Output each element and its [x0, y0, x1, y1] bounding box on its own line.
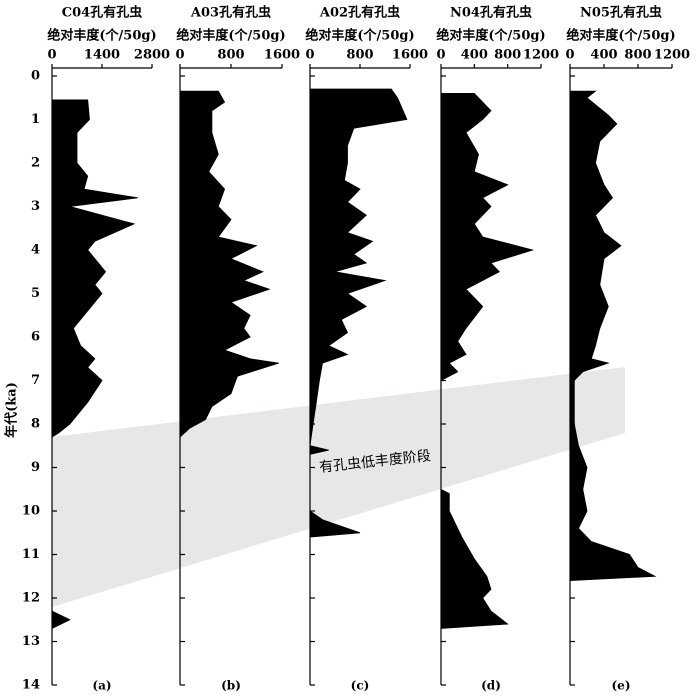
panel-title: A02孔有孔虫 [319, 5, 400, 21]
y-tick-label: 10 [22, 504, 40, 519]
x-tick-label: 800 [217, 48, 244, 63]
abundance-area [309, 88, 408, 538]
panel-title: N04孔有孔虫 [450, 5, 532, 21]
x-axis-label: 绝对丰度(个/50g) [566, 28, 675, 44]
x-tick-label: 400 [461, 48, 488, 63]
y-tick-label: 13 [22, 634, 40, 649]
panel-label: (a) [92, 679, 111, 693]
y-tick-label: 0 [31, 69, 40, 84]
panel-label: (e) [612, 679, 631, 693]
y-tick-label: 8 [31, 417, 40, 432]
x-tick-label: 800 [494, 48, 521, 63]
y-tick-label: 14 [22, 678, 40, 693]
x-tick-label: 0 [436, 48, 445, 63]
abundance-area [51, 99, 138, 630]
panel-label: (c) [351, 679, 370, 693]
abundance-area [569, 90, 657, 582]
x-tick-label: 1600 [392, 48, 428, 63]
panel-title: A03孔有孔虫 [190, 5, 271, 21]
x-axis-label: 绝对丰度(个/50g) [47, 28, 156, 44]
y-tick-label: 12 [22, 591, 40, 606]
x-tick-label: 1600 [264, 48, 300, 63]
x-tick-label: 400 [590, 48, 617, 63]
x-axis-label: 绝对丰度(个/50g) [436, 28, 545, 44]
x-axis-label: 绝对丰度(个/50g) [176, 28, 285, 44]
y-tick-label: 9 [31, 460, 40, 475]
y-tick-label: 6 [31, 330, 40, 345]
y-tick-label: 4 [31, 243, 40, 258]
y-tick-label: 5 [31, 286, 40, 301]
abundance-area [179, 90, 279, 439]
y-tick-label: 1 [31, 112, 40, 127]
abundance-area [440, 93, 535, 629]
x-tick-label: 1400 [84, 48, 120, 63]
x-tick-label: 2800 [134, 48, 170, 63]
x-axis-label: 绝对丰度(个/50g) [305, 28, 414, 44]
x-tick-label: 1200 [523, 48, 559, 63]
x-tick-label: 800 [346, 48, 373, 63]
x-tick-label: 800 [624, 48, 651, 63]
x-tick-label: 0 [47, 48, 56, 63]
y-tick-label: 7 [31, 373, 40, 388]
low-abundance-band [52, 367, 625, 607]
x-tick-label: 0 [565, 48, 574, 63]
panel-title: C04孔有孔虫 [62, 5, 142, 21]
x-tick-label: 0 [305, 48, 314, 63]
y-tick-label: 11 [22, 547, 40, 562]
panel-label: (d) [481, 679, 501, 693]
y-axis-label: 年代(ka) [4, 382, 20, 438]
y-tick-label: 2 [31, 156, 40, 171]
panel-label: (b) [221, 679, 241, 693]
y-tick-label: 3 [31, 199, 40, 214]
x-tick-label: 1200 [654, 48, 690, 63]
x-tick-label: 0 [175, 48, 184, 63]
panel-title: N05孔有孔虫 [580, 5, 662, 21]
